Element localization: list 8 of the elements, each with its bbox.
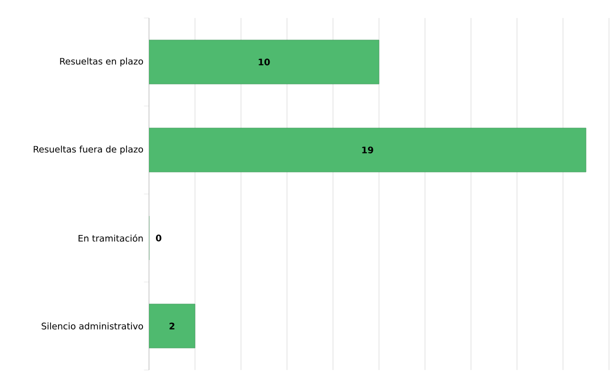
data-label: 10 — [258, 58, 270, 66]
data-label: 0 — [156, 234, 162, 242]
data-label: 19 — [362, 146, 374, 154]
y-tick-label: En tramitación — [78, 234, 143, 242]
data-label: 2 — [170, 322, 174, 330]
y-tick-label: Resueltas en plazo — [60, 58, 143, 66]
y-tick-label: Silencio administrativo — [42, 322, 144, 330]
y-tick-label: Resueltas fuera de plazo — [34, 146, 143, 154]
